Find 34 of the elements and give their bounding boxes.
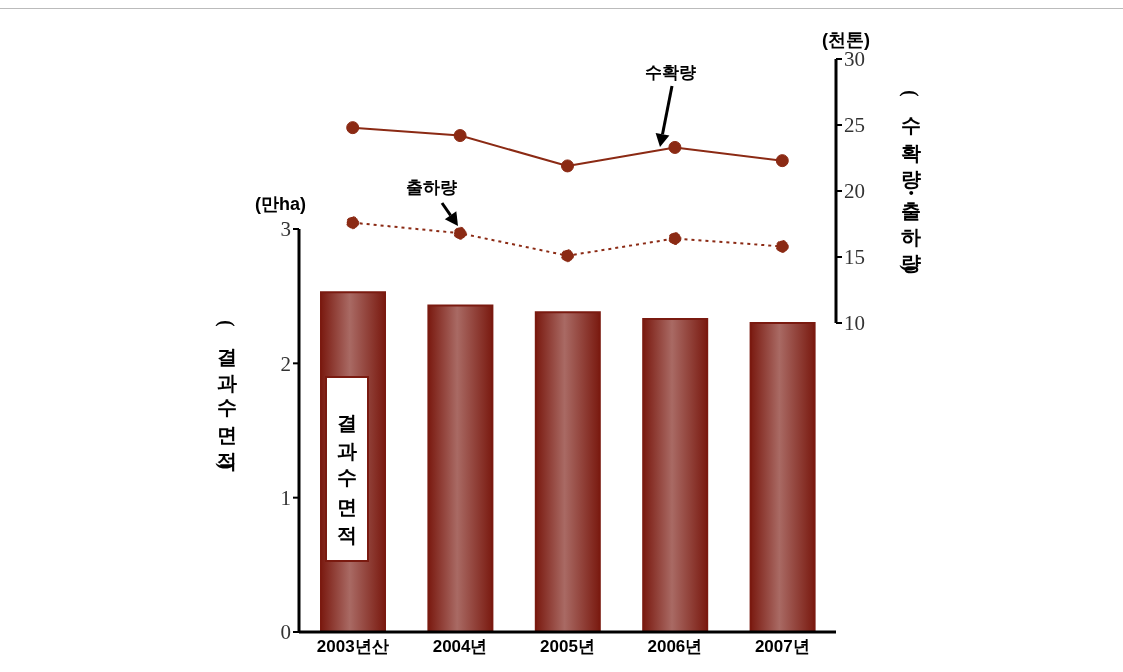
series-label: 결과수면적	[335, 398, 359, 542]
x-tick-label: 2006년	[647, 637, 703, 657]
y-tick-label: 0	[280, 620, 291, 645]
x-tick-label: 2003년산	[316, 637, 389, 657]
x-tick-label: 2005년	[540, 637, 595, 657]
point	[346, 121, 360, 135]
y-tick-label: 20	[844, 179, 865, 204]
x-tick-label: 2007년	[754, 637, 810, 657]
point	[668, 140, 682, 154]
y-tick-label: 15	[844, 245, 865, 270]
y-tick-label: 25	[844, 113, 865, 138]
point	[561, 159, 574, 173]
y-tick-label: 1	[280, 486, 291, 511]
point	[775, 154, 789, 168]
bar	[534, 311, 601, 632]
bar	[642, 318, 709, 632]
x-tick-label: 2004년	[432, 637, 488, 657]
point	[346, 216, 360, 230]
point	[561, 249, 574, 263]
point	[775, 239, 789, 253]
point	[453, 129, 467, 143]
y-axis-title: (결과수면적)	[214, 320, 239, 476]
bar	[427, 304, 494, 632]
y-tick-label: 2	[280, 351, 291, 376]
text: 수확량	[645, 62, 696, 84]
series-label: 출하량	[406, 177, 457, 199]
y-tick-label: 3	[280, 217, 291, 242]
bar	[749, 322, 816, 632]
annotation: (만ha)	[255, 193, 306, 216]
y-axis-title: (수확량・출하량)	[898, 90, 923, 278]
name-box: 결과수면적	[325, 376, 369, 562]
point	[668, 232, 682, 246]
y-tick-label: 10	[844, 311, 865, 336]
point	[453, 226, 467, 240]
